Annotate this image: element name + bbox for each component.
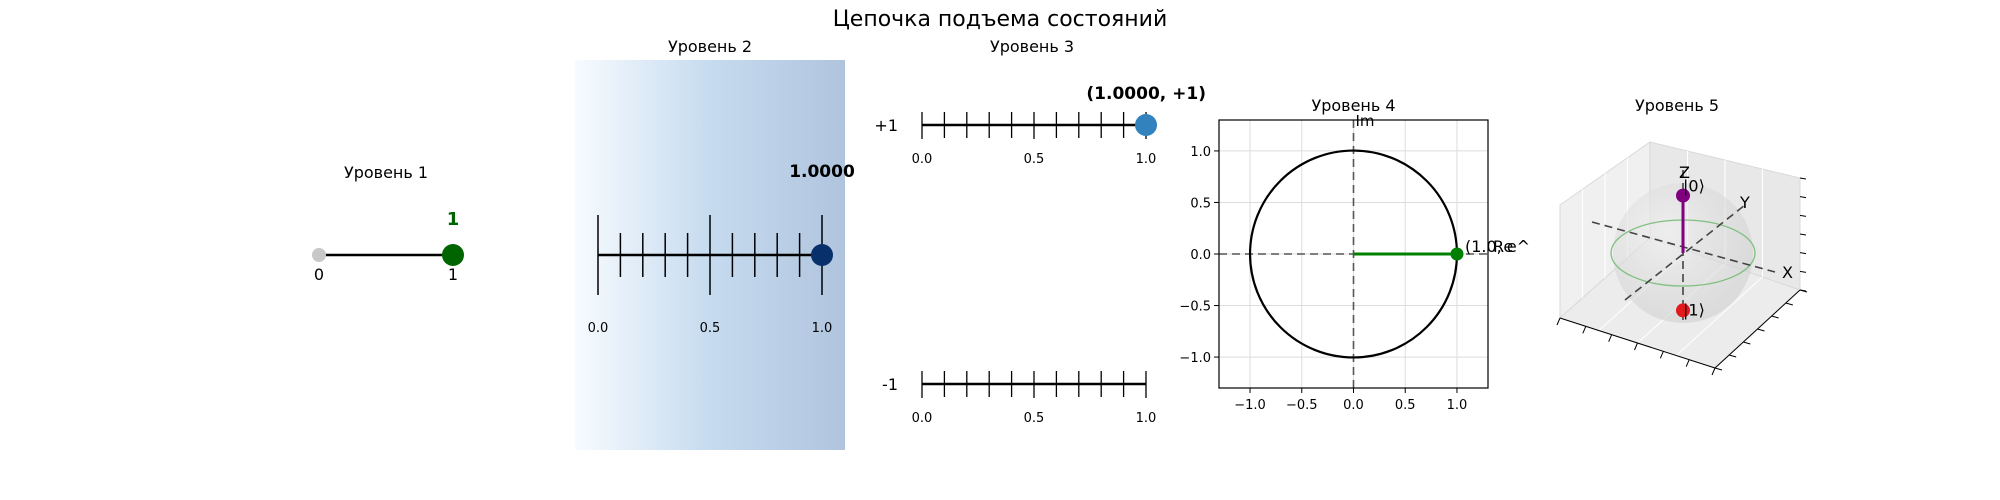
level-4-y-tick-label: −0.5 (1179, 300, 1211, 315)
level-5-pane-grid (1675, 276, 1763, 356)
level-3-title: Уровень 3 (990, 37, 1074, 56)
panel-level-2: Уровень 2 0.0 0.5 1.0 1.0000 (575, 37, 855, 450)
level-5-edge-tick (1659, 351, 1664, 359)
level-2-value-label: 1.0000 (789, 162, 855, 182)
level-4-x-tick-label: 0.5 (1395, 398, 1416, 413)
level-2-tick-label: 0.5 (700, 321, 721, 336)
level-1-tick-label: 1 (448, 265, 458, 284)
level-4-x-tick-label: −0.5 (1286, 398, 1318, 413)
level-1-point-1 (442, 244, 464, 266)
level-5-edge-tick (1743, 341, 1751, 345)
level-4-x-tick-label: −1.0 (1234, 398, 1266, 413)
level-5-edge-tick (1608, 334, 1613, 342)
level-5-edge-tick (1729, 354, 1737, 358)
level-2-tick-label: 0.0 (588, 321, 609, 336)
level-3-row-label: -1 (882, 375, 898, 394)
level-3-tick-label: 0.5 (1024, 411, 1045, 426)
level-5-y-axis-label: Y (1739, 193, 1750, 212)
level-1-value-label: 1 (447, 209, 460, 230)
level-5-edge-tick (1685, 359, 1690, 367)
level-5-edge-tick (1711, 367, 1716, 376)
level-5-x-axis-label: X (1782, 263, 1793, 282)
figure-title: Цепочка подъема состояний (833, 7, 1168, 32)
level-3-tick-label: 1.0 (1136, 411, 1157, 426)
level-1-title: Уровень 1 (344, 163, 428, 182)
level-5-edge-tick (1799, 177, 1807, 180)
level-4-point-label: (1.0, e^ (1465, 237, 1530, 256)
level-3-tick-label: 0.5 (1024, 152, 1045, 167)
level-4-y-tick-label: −1.0 (1179, 351, 1211, 366)
level-5-edge-tick (1582, 326, 1587, 334)
level-3-tick-label: 0.0 (912, 411, 933, 426)
level-4-title: Уровень 4 (1311, 96, 1395, 115)
level-1-point-0 (312, 248, 326, 262)
level-5-z-axis-label: Z (1679, 163, 1690, 182)
level-4-x-tick-label: 1.0 (1447, 398, 1468, 413)
level-5-box-edge (1559, 317, 1716, 369)
level-5-box-edge (1714, 289, 1801, 369)
level-5-edge-tick (1799, 196, 1807, 199)
level-5-pole-0-marker (1676, 188, 1690, 203)
level-4-state-point (1450, 247, 1464, 261)
level-5-edge-tick (1799, 252, 1807, 255)
level-4-y-tick-label: 0.0 (1190, 248, 1211, 263)
level-5-edge-tick (1757, 328, 1765, 332)
level-3-marker (1135, 114, 1157, 136)
level-1-tick-label: 0 (314, 265, 324, 284)
level-3-tick-label: 1.0 (1136, 152, 1157, 167)
panel-level-3: Уровень 3 +1 0.0 0.5 1.0 -1 0.0 0.5 1.0 (1.0000, … (874, 37, 1206, 426)
level-2-title: Уровень 2 (668, 37, 752, 56)
level-5-edge-tick (1634, 342, 1638, 351)
panel-level-4: Уровень 4 −1.0 −0.5 0.0 0.5 1.0 −1.0 −0.5 0.0 0.5… (1179, 96, 1530, 413)
level-2-tick-label: 1.0 (812, 321, 833, 336)
level-5-edge-tick (1785, 302, 1793, 306)
level-4-re-label: Re (1493, 237, 1513, 256)
level-5-edge-tick (1556, 317, 1561, 326)
level-5-title: Уровень 5 (1635, 96, 1719, 115)
level-5-edge-tick (1799, 270, 1807, 273)
level-2-marker (811, 244, 833, 266)
level-5-edge-tick (1771, 315, 1779, 319)
level-3-tick-label: 0.0 (912, 152, 933, 167)
level-5-pole-1-label: |1⟩ (1683, 300, 1705, 319)
level-4-y-tick-label: 0.5 (1190, 196, 1211, 211)
panel-level-5: Уровень 5 X Y Z|0⟩ |1⟩ (1556, 96, 1808, 376)
level-4-y-tick-label: 1.0 (1190, 145, 1211, 160)
level-3-value-label: (1.0000, +1) (1086, 84, 1206, 104)
level-4-im-label: Im (1356, 112, 1375, 130)
level-5-edge-tick (1799, 214, 1807, 217)
panel-level-1: Уровень 1 0 1 1 (312, 163, 464, 284)
level-5-edge-tick (1799, 289, 1807, 292)
level-5-pole-1-marker (1676, 303, 1690, 318)
level-5-pole-0-label: |0⟩ (1683, 177, 1705, 196)
level-4-x-tick-label: 0.0 (1343, 398, 1364, 413)
level-3-row-label: +1 (874, 116, 898, 135)
level-5-edge-tick (1799, 233, 1807, 236)
level-5-edge-tick (1714, 367, 1723, 371)
